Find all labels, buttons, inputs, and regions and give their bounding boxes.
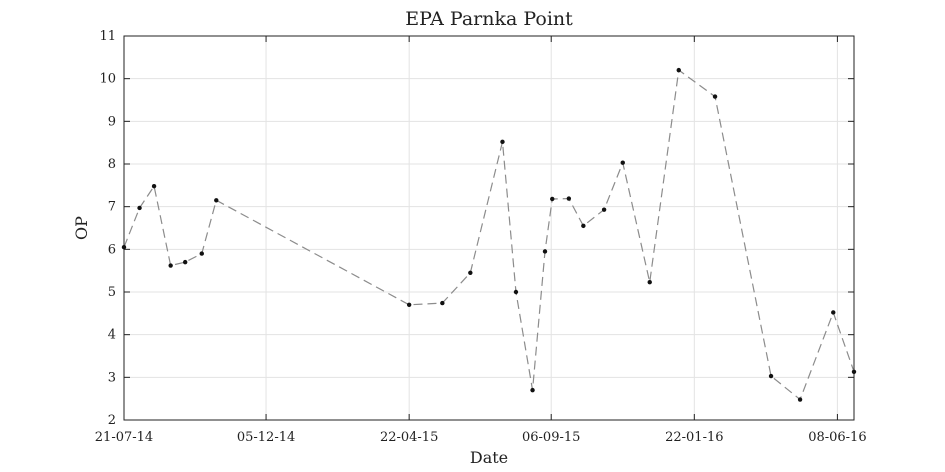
data-point: [500, 139, 505, 145]
y-tick-label: 4: [108, 328, 116, 343]
y-tick-label: 7: [108, 200, 116, 215]
data-point: [797, 397, 803, 402]
data-point: [550, 196, 555, 202]
data-point: [676, 67, 681, 73]
data-points: [121, 67, 857, 402]
data-point: [168, 263, 173, 268]
y-axis-label: OP: [72, 216, 91, 240]
data-point: [601, 207, 607, 212]
x-tick-label: 21-07-14: [95, 430, 153, 445]
x-tick-label: 22-04-15: [380, 430, 438, 445]
y-tick-label: 6: [108, 242, 116, 257]
x-tick-label: 22-01-16: [665, 430, 723, 445]
data-point: [712, 94, 718, 99]
plot-frame: [123, 35, 855, 421]
data-point: [468, 270, 473, 275]
grid-lines: [123, 35, 854, 421]
data-point: [566, 196, 572, 201]
y-tick-label: 9: [108, 114, 116, 129]
series-line: [123, 69, 855, 401]
y-tick-label: 5: [108, 285, 116, 300]
data-point: [406, 302, 412, 307]
data-point: [831, 310, 836, 315]
data-point: [851, 369, 857, 374]
data-point: [647, 279, 652, 285]
data-point: [137, 205, 142, 211]
data-point: [214, 198, 219, 203]
tick-labels: 2 3 4 5 6 7 8 9 10 11 21-07-14 05-12-14 22-04-15 06-0…: [95, 29, 867, 445]
data-point: [440, 300, 445, 306]
y-tick-label: 2: [108, 413, 116, 428]
x-axis-label: Date: [470, 448, 508, 467]
data-point: [151, 183, 157, 189]
data-point: [542, 249, 548, 254]
data-point: [530, 387, 535, 393]
y-tick-label: 11: [99, 29, 116, 44]
data-point: [513, 289, 519, 295]
y-tick-label: 3: [108, 370, 116, 385]
axis-ticks: [123, 35, 854, 421]
x-tick-label: 08-06-16: [808, 430, 866, 445]
data-point: [581, 223, 586, 229]
chart-title: EPA Parnka Point: [405, 8, 573, 30]
data-point: [199, 251, 204, 256]
y-tick-label: 8: [108, 157, 116, 172]
x-tick-label: 05-12-14: [237, 430, 295, 445]
data-point: [768, 373, 774, 379]
y-tick-label: 10: [99, 72, 116, 87]
data-point: [620, 160, 625, 165]
data-point: [121, 245, 127, 250]
x-tick-label: 06-09-15: [522, 430, 580, 445]
data-point: [182, 259, 188, 265]
